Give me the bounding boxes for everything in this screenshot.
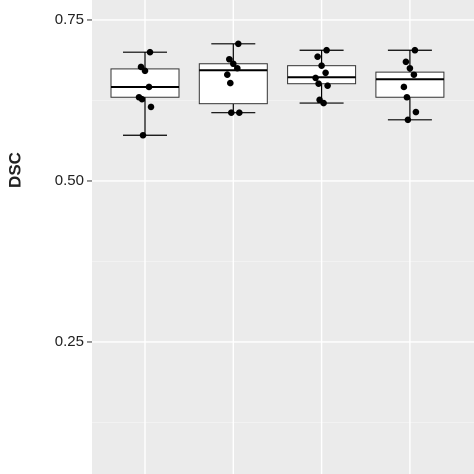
point: [314, 53, 321, 60]
point: [224, 71, 231, 79]
point: [410, 71, 418, 79]
point: [147, 103, 155, 111]
point: [404, 116, 412, 124]
point: [138, 95, 146, 103]
point: [227, 79, 234, 87]
point: [230, 60, 237, 68]
point: [411, 46, 419, 54]
point: [318, 62, 325, 69]
point: [320, 99, 327, 107]
point: [315, 80, 322, 88]
point: [236, 109, 243, 117]
point: [322, 69, 329, 77]
point: [139, 131, 147, 139]
point: [141, 67, 149, 75]
point: [403, 93, 411, 101]
point: [400, 83, 408, 91]
box: [375, 71, 445, 98]
point: [406, 64, 414, 72]
point: [145, 83, 153, 91]
point: [412, 108, 420, 116]
point: [234, 64, 241, 72]
y-tick-label: 0.25: [55, 333, 84, 350]
y-tick-label: 0.50: [55, 172, 84, 189]
point: [323, 46, 330, 54]
point: [235, 40, 242, 48]
point: [146, 48, 154, 56]
point: [402, 58, 410, 66]
point: [324, 82, 331, 89]
y-tick-label: 0.75: [55, 11, 84, 28]
point: [312, 74, 319, 82]
y-axis-label: DSC: [5, 152, 24, 188]
point: [226, 55, 233, 63]
point: [228, 109, 235, 117]
